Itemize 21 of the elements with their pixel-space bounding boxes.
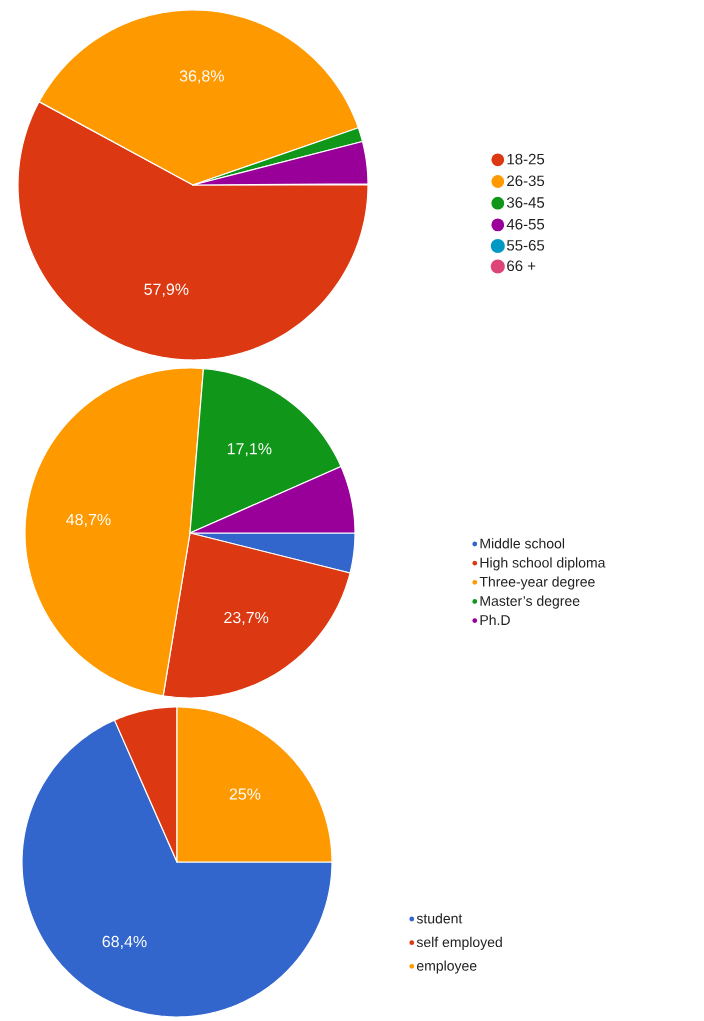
legend-label: High school diploma <box>480 557 606 571</box>
legend-label: employee <box>416 960 477 974</box>
data-label: 17,1% <box>227 443 272 457</box>
legend-label: 18-25 <box>507 153 545 165</box>
legend-label: self employed <box>416 936 502 950</box>
data-label: 48,7% <box>66 513 111 528</box>
legend-label: Ph.D <box>480 614 510 625</box>
legend-label: 26-35 <box>507 175 545 187</box>
legend-label: Middle school <box>480 538 565 549</box>
data-label: 23,7% <box>224 611 269 626</box>
data-label: 57,9% <box>144 283 189 297</box>
legend-label: 55-65 <box>506 240 545 251</box>
legend-label: 66 + <box>507 260 536 272</box>
legend-label: student <box>416 913 463 924</box>
legend-label: 36-45 <box>506 197 545 208</box>
legend-label: Three-year degree <box>479 576 595 590</box>
data-label: 68,4% <box>102 935 147 950</box>
data-label: 36,8% <box>179 70 224 84</box>
legend-label: Master’s degree <box>480 595 580 609</box>
data-label: 25% <box>229 788 261 800</box>
legend-label: 46-55 <box>506 218 545 230</box>
